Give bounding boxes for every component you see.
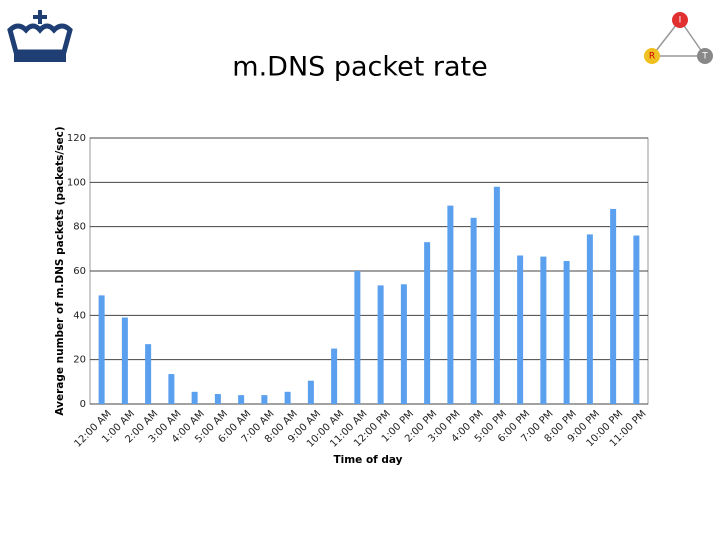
bar <box>214 394 221 404</box>
bar <box>284 391 291 404</box>
bar <box>168 374 175 404</box>
bar <box>377 285 384 404</box>
bar <box>238 395 245 404</box>
bar <box>470 217 477 404</box>
y-tick-label: 60 <box>73 266 86 277</box>
bar <box>517 255 524 404</box>
bar <box>610 208 617 404</box>
y-tick-label: 80 <box>73 222 86 233</box>
bar <box>145 344 152 404</box>
bar <box>586 234 593 404</box>
y-tick-label: 20 <box>73 355 86 366</box>
bar <box>261 395 268 404</box>
y-tick-label: 100 <box>67 177 86 188</box>
bar <box>563 261 570 404</box>
y-tick-label: 40 <box>73 310 86 321</box>
node-label: T <box>701 52 708 62</box>
triangle-logo: I R T <box>644 12 713 64</box>
crown-logo <box>7 10 73 62</box>
bar <box>121 317 128 404</box>
bar <box>633 235 640 404</box>
node-label: I <box>679 16 682 26</box>
bar <box>540 256 547 404</box>
bar <box>400 284 407 404</box>
bar <box>307 380 314 404</box>
bar <box>191 391 198 404</box>
chart-title: m.DNS packet rate <box>232 52 487 83</box>
bar <box>447 205 454 404</box>
y-tick-label: 0 <box>80 399 86 410</box>
bar <box>331 348 338 404</box>
node-label: R <box>649 52 655 62</box>
bar <box>424 242 431 404</box>
x-axis-label: Time of day <box>333 454 402 466</box>
y-tick-label: 120 <box>67 133 86 144</box>
bar <box>98 295 105 404</box>
y-axis-label: Average number of m.DNS packets (packets… <box>54 126 66 415</box>
bar <box>493 186 500 404</box>
bar <box>354 271 361 404</box>
